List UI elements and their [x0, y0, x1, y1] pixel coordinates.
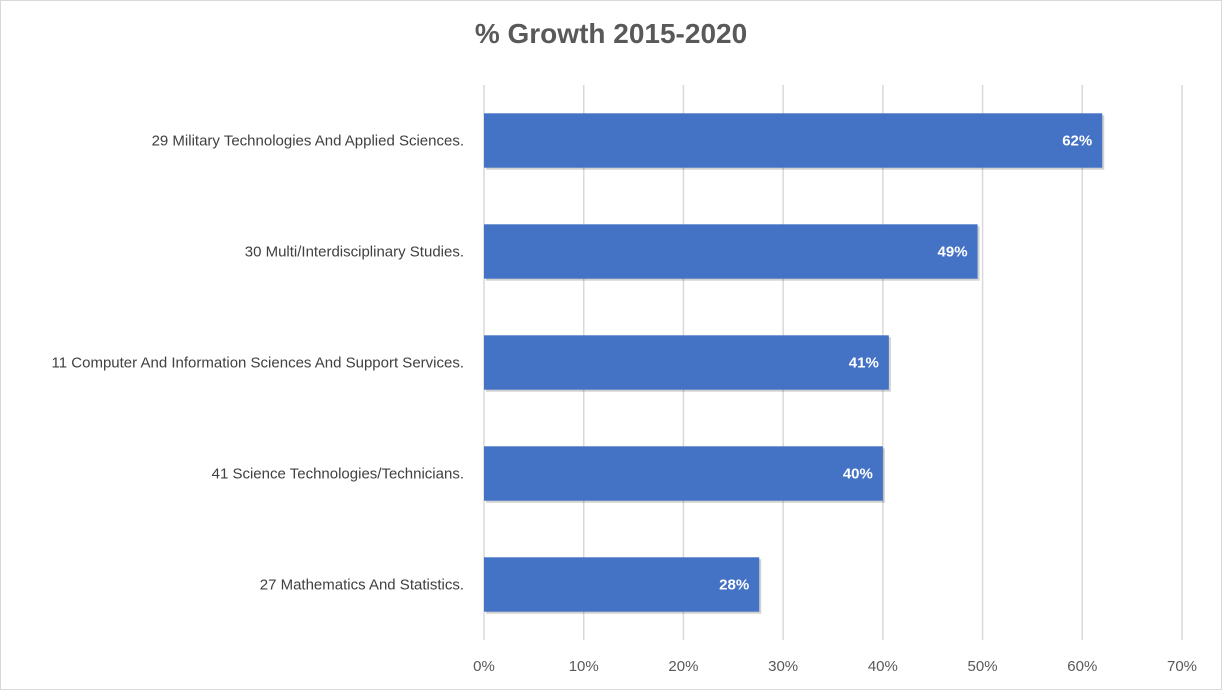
bar	[484, 446, 883, 501]
category-label: 30 Multi/Interdisciplinary Studies.	[245, 244, 464, 261]
x-tick-label: 30%	[768, 658, 798, 675]
data-label: 62%	[1062, 133, 1092, 150]
category-label: 11 Computer And Information Sciences And…	[52, 355, 464, 372]
bar	[484, 113, 1103, 168]
x-tick-label: 0%	[473, 658, 495, 675]
x-tick-label: 70%	[1167, 658, 1197, 675]
data-label: 41%	[849, 355, 879, 372]
x-tick-label: 10%	[569, 658, 599, 675]
labels: 0% 10% 20% 30% 40% 50% 60% 70% 62% 29 Military Te…	[52, 133, 1197, 676]
category-label: 27 Mathematics And Statistics.	[260, 577, 464, 594]
bar	[484, 224, 978, 279]
chart-title: % Growth 2015-2020	[474, 18, 748, 49]
x-tick-label: 20%	[668, 658, 698, 675]
x-tick-label: 50%	[968, 658, 998, 675]
bar	[484, 557, 760, 612]
x-tick-label: 60%	[1067, 658, 1097, 675]
bar	[484, 335, 889, 390]
category-label: 29 Military Technologies And Applied Sci…	[152, 133, 464, 150]
category-label: 41 Science Technologies/Technicians.	[212, 466, 464, 483]
x-tick-label: 40%	[868, 658, 898, 675]
bars	[484, 113, 1105, 614]
data-label: 40%	[843, 466, 873, 483]
data-label: 28%	[719, 577, 749, 594]
data-label: 49%	[938, 244, 968, 261]
